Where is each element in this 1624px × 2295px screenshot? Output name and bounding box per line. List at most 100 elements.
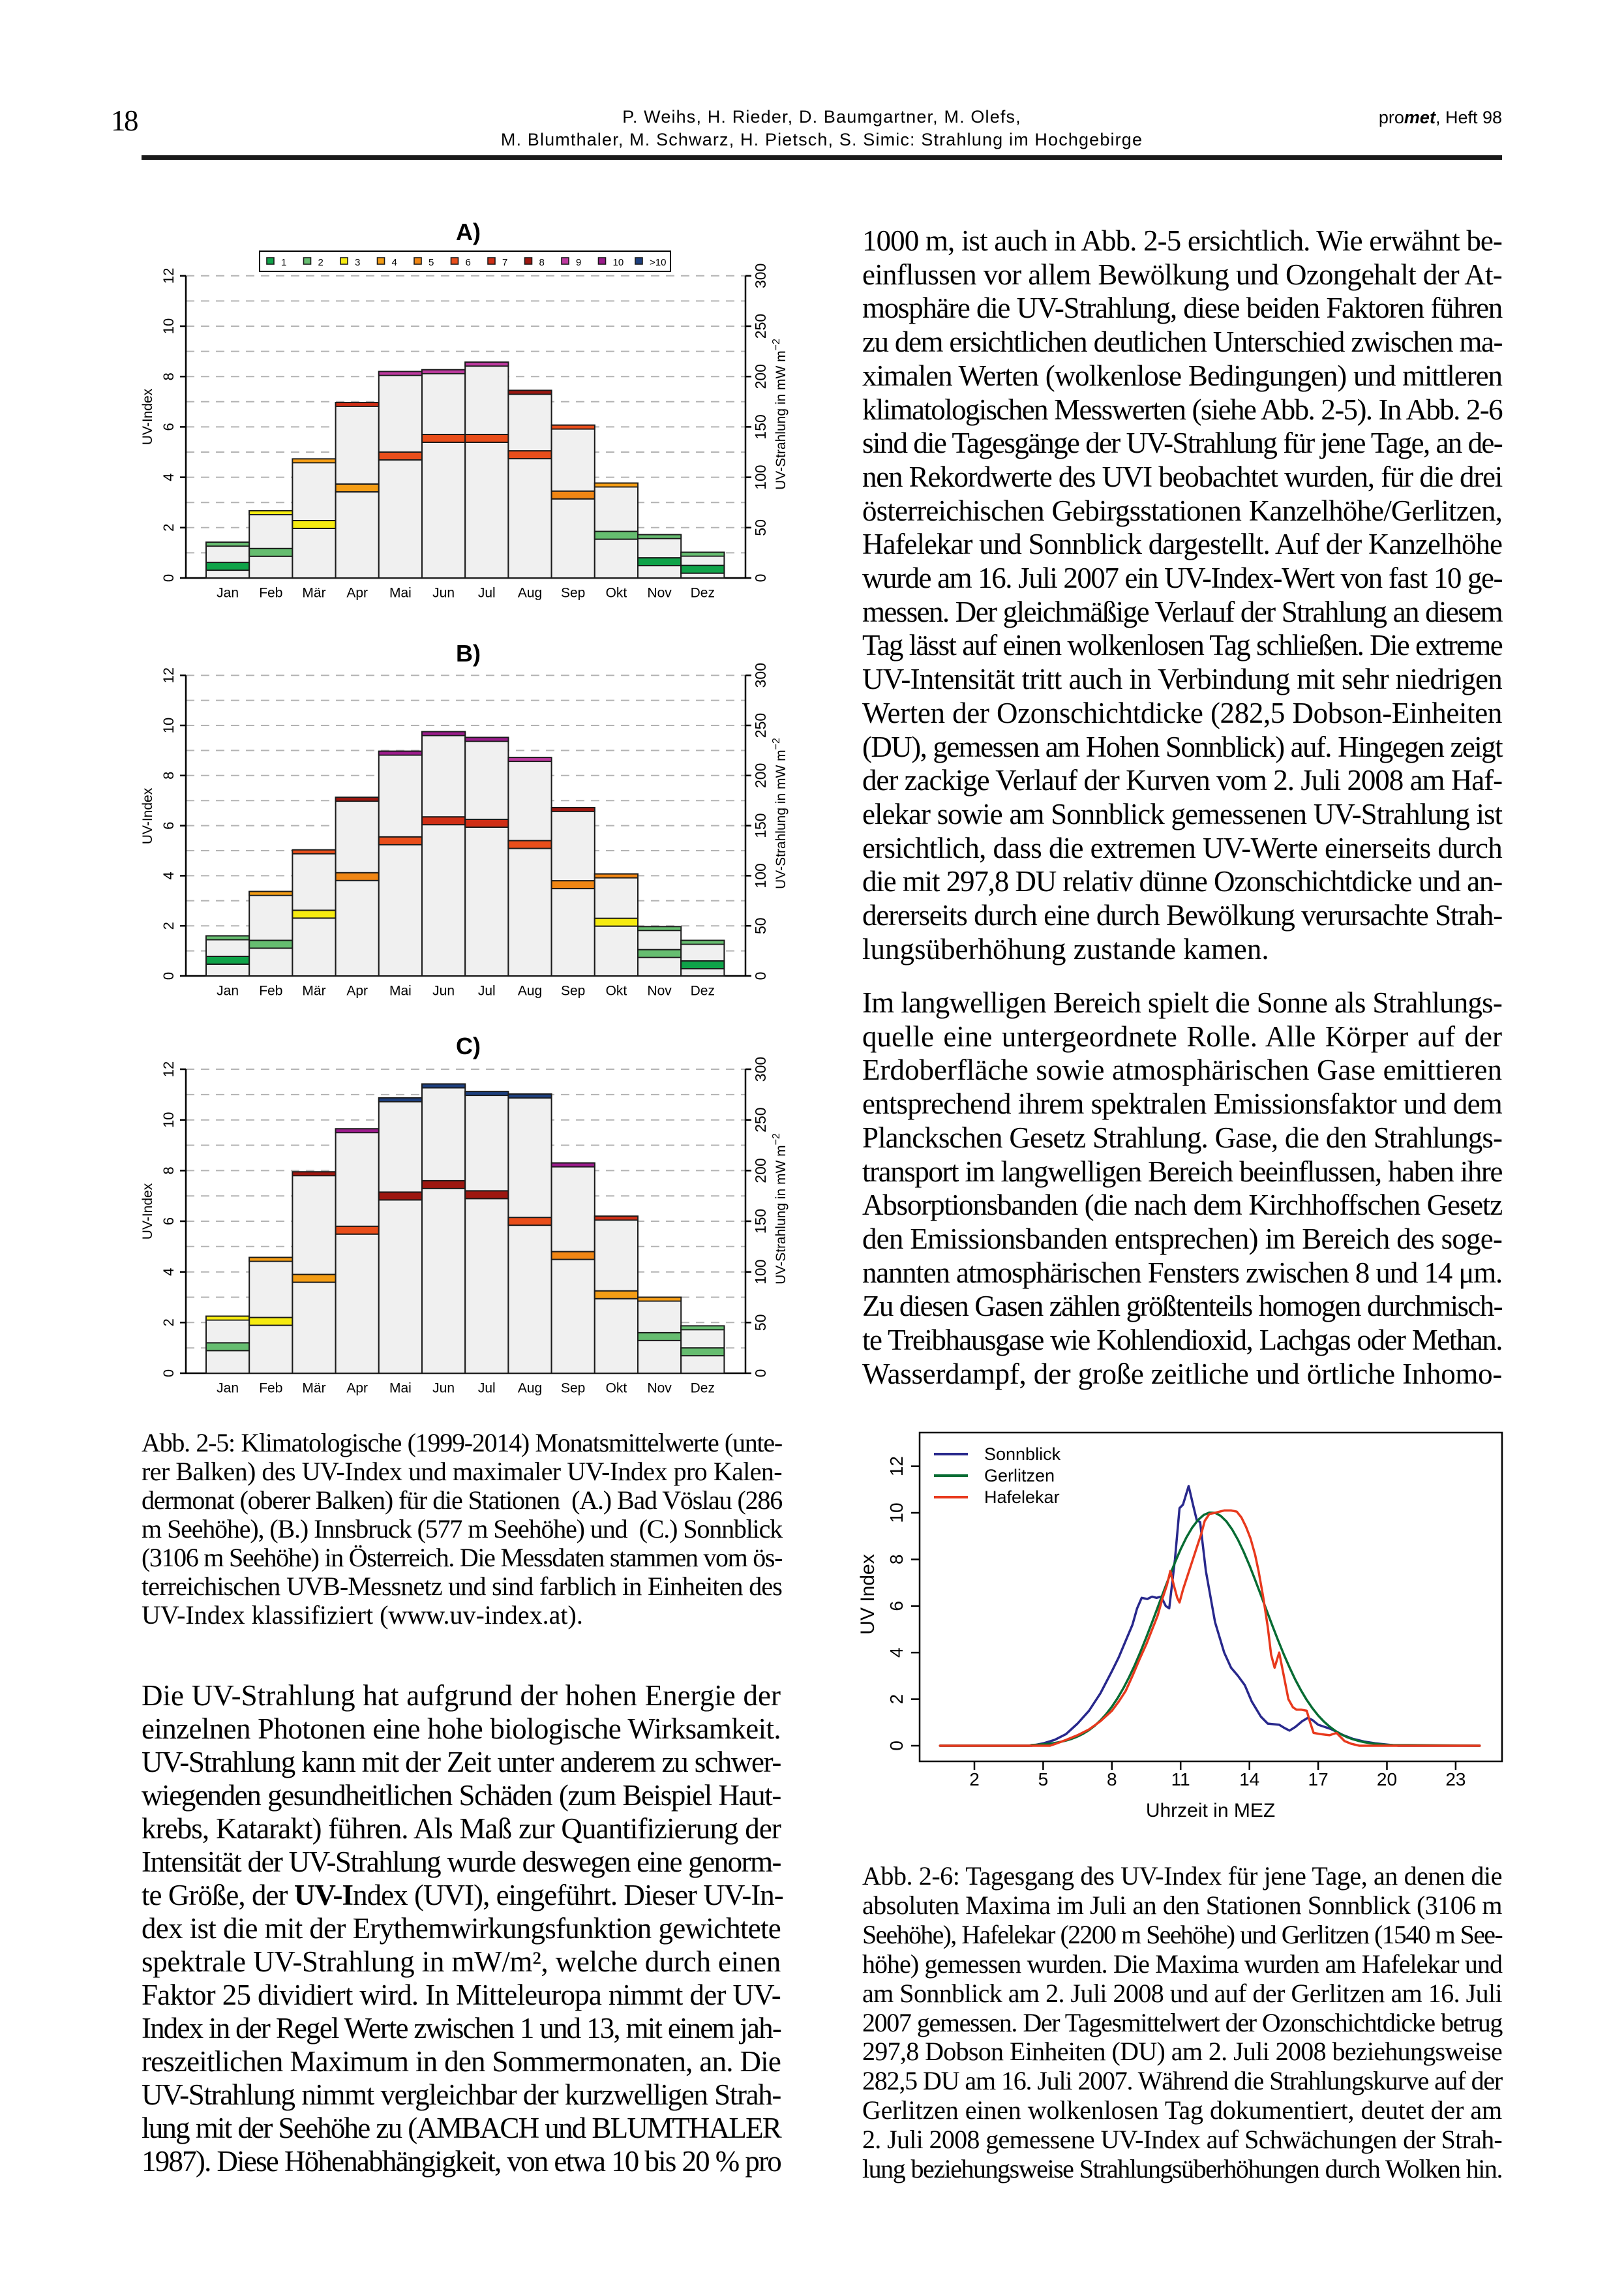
svg-text:Mai: Mai [389,1381,412,1396]
svg-text:12: 12 [886,1456,907,1476]
svg-text:Mär: Mär [302,984,325,999]
svg-text:Sep: Sep [561,1381,585,1396]
svg-text:10: 10 [613,257,624,268]
svg-text:300: 300 [752,264,769,288]
svg-text:Nov: Nov [647,586,672,601]
svg-text:0: 0 [752,574,769,583]
svg-text:17: 17 [1308,1769,1329,1789]
svg-text:0: 0 [160,972,177,980]
svg-text:2: 2 [160,524,177,532]
svg-text:200: 200 [752,763,769,788]
svg-text:0: 0 [752,972,769,980]
svg-text:300: 300 [752,663,769,688]
svg-text:12: 12 [160,1061,177,1077]
svg-text:Feb: Feb [259,1381,282,1396]
svg-text:6: 6 [466,257,471,268]
svg-text:11: 11 [1171,1769,1190,1789]
svg-text:5: 5 [429,257,434,268]
svg-text:Jan: Jan [217,1381,239,1396]
svg-text:150: 150 [752,1209,769,1234]
svg-text:8: 8 [886,1555,907,1565]
svg-text:4: 4 [160,872,177,879]
svg-text:Hafelekar: Hafelekar [984,1487,1060,1507]
svg-text:10: 10 [886,1502,907,1523]
svg-text:0: 0 [886,1740,907,1751]
svg-text:12: 12 [160,667,177,683]
svg-text:Uhrzeit in MEZ: Uhrzeit in MEZ [1146,1800,1275,1821]
svg-text:0: 0 [160,574,177,582]
svg-text:5: 5 [1038,1769,1049,1789]
svg-text:Aug: Aug [518,984,542,999]
svg-text:8: 8 [539,257,545,268]
svg-text:1: 1 [281,257,286,268]
svg-text:Jan: Jan [217,586,239,601]
svg-text:7: 7 [502,257,507,268]
svg-text:C): C) [456,1033,481,1059]
svg-text:Mai: Mai [389,984,412,999]
svg-text:50: 50 [752,917,769,934]
svg-text:4: 4 [160,1268,177,1276]
svg-text:Jun: Jun [432,586,455,601]
svg-text:250: 250 [752,314,769,339]
svg-text:Okt: Okt [606,586,627,601]
svg-text:100: 100 [752,1260,769,1284]
svg-text:200: 200 [752,364,769,389]
svg-text:2: 2 [969,1769,980,1789]
svg-text:B): B) [456,640,481,667]
svg-text:Mär: Mär [302,586,325,601]
svg-text:10: 10 [160,318,177,334]
svg-text:Jun: Jun [432,1381,455,1396]
svg-text:6: 6 [160,1217,177,1225]
svg-text:3: 3 [355,257,360,268]
svg-text:Sonnblick: Sonnblick [984,1444,1061,1464]
svg-text:150: 150 [752,813,769,838]
svg-text:Jul: Jul [478,586,496,601]
svg-text:Nov: Nov [647,1381,672,1396]
svg-text:Jan: Jan [217,984,239,999]
svg-text:20: 20 [1377,1769,1397,1789]
svg-text:100: 100 [752,863,769,888]
svg-text:Jul: Jul [478,1381,496,1396]
svg-text:23: 23 [1445,1769,1466,1789]
svg-text:Aug: Aug [518,586,542,601]
svg-text:0: 0 [160,1369,177,1377]
svg-text:Aug: Aug [518,1381,542,1396]
svg-text:Dez: Dez [691,586,715,601]
svg-text:Feb: Feb [259,586,282,601]
svg-text:300: 300 [752,1057,769,1082]
svg-text:Apr: Apr [346,586,368,601]
svg-text:250: 250 [752,1108,769,1132]
svg-text:Okt: Okt [606,984,627,999]
svg-text:UV-Index: UV-Index [140,1183,155,1239]
svg-text:Feb: Feb [259,984,282,999]
svg-text:150: 150 [752,414,769,439]
svg-text:UV-Index: UV-Index [140,787,155,844]
svg-text:8: 8 [160,772,177,780]
svg-text:Sep: Sep [561,984,585,999]
svg-text:2: 2 [160,922,177,930]
svg-text:UV-Strahlung in mW m−2: UV-Strahlung in mW m−2 [771,738,789,889]
svg-text:2: 2 [886,1694,907,1705]
svg-text:10: 10 [160,718,177,733]
svg-text:Dez: Dez [691,1381,715,1396]
svg-text:Apr: Apr [346,1381,368,1396]
svg-text:8: 8 [160,372,177,380]
svg-text:UV-Strahlung in mW m−2: UV-Strahlung in mW m−2 [771,1133,789,1284]
svg-text:8: 8 [1107,1769,1117,1789]
svg-text:4: 4 [392,257,397,268]
svg-text:UV Index: UV Index [857,1554,879,1634]
svg-text:14: 14 [1239,1769,1259,1789]
svg-text:A): A) [456,219,481,245]
svg-text:UV-Strahlung in mW m−2: UV-Strahlung in mW m−2 [771,339,789,490]
svg-text:Dez: Dez [691,984,715,999]
svg-text:4: 4 [886,1647,907,1658]
svg-text:Mär: Mär [302,1381,325,1396]
svg-text:250: 250 [752,713,769,738]
svg-text:UV-Index: UV-Index [140,388,155,445]
svg-text:2: 2 [160,1318,177,1326]
svg-text:Gerlitzen: Gerlitzen [984,1466,1055,1485]
svg-text:9: 9 [576,257,581,268]
svg-text:Okt: Okt [606,1381,627,1396]
svg-text:Nov: Nov [647,984,672,999]
svg-text:50: 50 [752,1315,769,1331]
